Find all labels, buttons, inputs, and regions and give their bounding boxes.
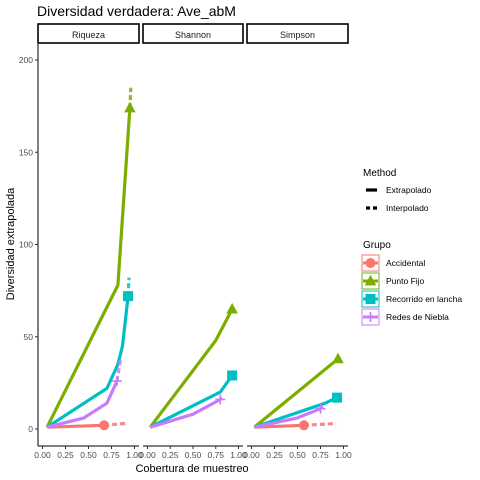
group-legend-label: Recorrido en lancha bbox=[386, 294, 462, 304]
group-legend-box bbox=[361, 272, 380, 290]
y-tick-label: 100 bbox=[19, 240, 33, 250]
x-axes: 0.00 0.25 0.50 0.75 1.000.00 0.25 0.50 0.75 1.00… bbox=[34, 445, 352, 460]
group-legend-marker bbox=[365, 312, 376, 322]
x-tick-label: 0.25 bbox=[266, 450, 283, 460]
method-legend-title: Method bbox=[363, 168, 396, 179]
y-axis-label: Diversidad extrapolada bbox=[5, 187, 17, 300]
x-axis-label: Cobertura de muestreo bbox=[135, 463, 248, 475]
observed-point bbox=[227, 370, 238, 381]
facet-strip-label: Simpson bbox=[280, 30, 315, 40]
y-tick-label: 50 bbox=[24, 332, 34, 342]
x-tick-label: 0.75 bbox=[103, 450, 120, 460]
group-legend-marker bbox=[364, 274, 377, 286]
chart-title: Diversidad verdadera: Ave_abM bbox=[37, 3, 236, 19]
x-axis-simpson: 0.00 0.25 0.50 0.75 1.00 bbox=[243, 445, 352, 460]
interpolated-line bbox=[253, 407, 322, 429]
observed-point bbox=[215, 394, 226, 405]
interpolated-line bbox=[47, 423, 105, 429]
y-tick-label: 150 bbox=[19, 147, 33, 157]
group-legend-recorrido-en-lancha: Recorrido en lancha bbox=[361, 290, 462, 308]
facet-panels: Riqueza Shannon Simpson bbox=[37, 23, 349, 431]
series-recorrido-en-lancha bbox=[46, 277, 134, 429]
interpolated-line bbox=[149, 398, 222, 429]
x-tick-label: 1.00 bbox=[126, 450, 143, 460]
group-legend-title: Grupo bbox=[363, 240, 391, 251]
panel-shannon: Shannon bbox=[142, 23, 244, 429]
panel-riqueza: Riqueza bbox=[37, 23, 140, 431]
x-axis-riqueza: 0.00 0.25 0.50 0.75 1.00 bbox=[34, 445, 143, 460]
group-legend-marker bbox=[365, 294, 376, 304]
facet-strip-label: Riqueza bbox=[72, 30, 105, 40]
group-legend-marker bbox=[365, 258, 376, 268]
series-recorrido-en-lancha bbox=[253, 392, 343, 429]
group-legend-box bbox=[361, 308, 380, 326]
extrapolated-line bbox=[303, 421, 337, 427]
method-legend-interpolado: Interpolado bbox=[366, 203, 429, 213]
x-tick-label: 1.00 bbox=[335, 450, 352, 460]
interpolated-line bbox=[45, 107, 132, 428]
interpolated-line bbox=[46, 380, 119, 429]
x-tick-label: 0.75 bbox=[207, 450, 224, 460]
x-tick-label: 0.00 bbox=[34, 450, 51, 460]
panel-simpson: Simpson bbox=[246, 23, 349, 431]
series-redes-de-niebla bbox=[149, 394, 226, 429]
x-axis-shannon: 0.00 0.25 0.50 0.75 1.00 bbox=[139, 445, 247, 460]
y-tick-label: 200 bbox=[19, 55, 33, 65]
method-legend-extrapolado: Extrapolado bbox=[366, 185, 432, 195]
method-legend-label: Interpolado bbox=[386, 203, 429, 213]
x-tick-label: 0.50 bbox=[185, 450, 202, 460]
y-tick-label: 0 bbox=[28, 424, 33, 434]
x-tick-label: 0.25 bbox=[162, 450, 179, 460]
observed-point bbox=[226, 302, 238, 314]
observed-point bbox=[332, 352, 344, 364]
series-redes-de-niebla bbox=[253, 403, 326, 429]
x-tick-label: 0.75 bbox=[312, 450, 329, 460]
group-legend-box bbox=[361, 290, 380, 308]
group-legend-redes-de-niebla: Redes de Niebla bbox=[361, 308, 449, 326]
series-redes-de-niebla bbox=[46, 358, 123, 429]
facet-strip bbox=[246, 23, 349, 44]
group-legend-box bbox=[361, 254, 380, 272]
observed-point bbox=[298, 420, 309, 431]
series-accidental bbox=[47, 420, 126, 431]
x-tick-label: 1.00 bbox=[230, 450, 247, 460]
x-tick-label: 0.00 bbox=[243, 450, 260, 460]
interpolated-line bbox=[149, 374, 234, 429]
observed-point bbox=[124, 101, 136, 113]
x-tick-label: 0.50 bbox=[289, 450, 306, 460]
method-legend-label: Extrapolado bbox=[386, 185, 432, 195]
facet-strip-label: Shannon bbox=[175, 30, 211, 40]
x-tick-label: 0.50 bbox=[80, 450, 97, 460]
facet-strip bbox=[37, 23, 140, 44]
series-punto-fijo bbox=[148, 302, 238, 429]
observed-point bbox=[99, 420, 110, 431]
interpolated-line bbox=[148, 308, 234, 429]
x-tick-label: 0.00 bbox=[139, 450, 156, 460]
series-recorrido-en-lancha bbox=[149, 370, 238, 429]
group-legend-label: Redes de Niebla bbox=[386, 312, 449, 322]
group-legend-punto-fijo: Punto Fijo bbox=[361, 272, 425, 290]
group-legend-accidental: Accidental bbox=[361, 254, 425, 272]
facet-strip bbox=[142, 23, 244, 44]
interpolated-line bbox=[46, 296, 130, 429]
group-legend-label: Punto Fijo bbox=[386, 276, 425, 286]
series-punto-fijo bbox=[45, 87, 136, 428]
legend: Method Extrapolado Interpolado Grupo Acciden… bbox=[361, 168, 462, 326]
interpolated-line bbox=[253, 357, 340, 429]
observed-point bbox=[315, 403, 326, 414]
observed-point bbox=[123, 291, 134, 302]
group-legend-label: Accidental bbox=[386, 258, 425, 268]
observed-point bbox=[112, 376, 123, 387]
series-punto-fijo bbox=[253, 352, 344, 429]
x-tick-label: 0.25 bbox=[57, 450, 74, 460]
observed-point bbox=[332, 392, 343, 403]
y-axis: 0 50 100 150 200 bbox=[19, 44, 39, 446]
